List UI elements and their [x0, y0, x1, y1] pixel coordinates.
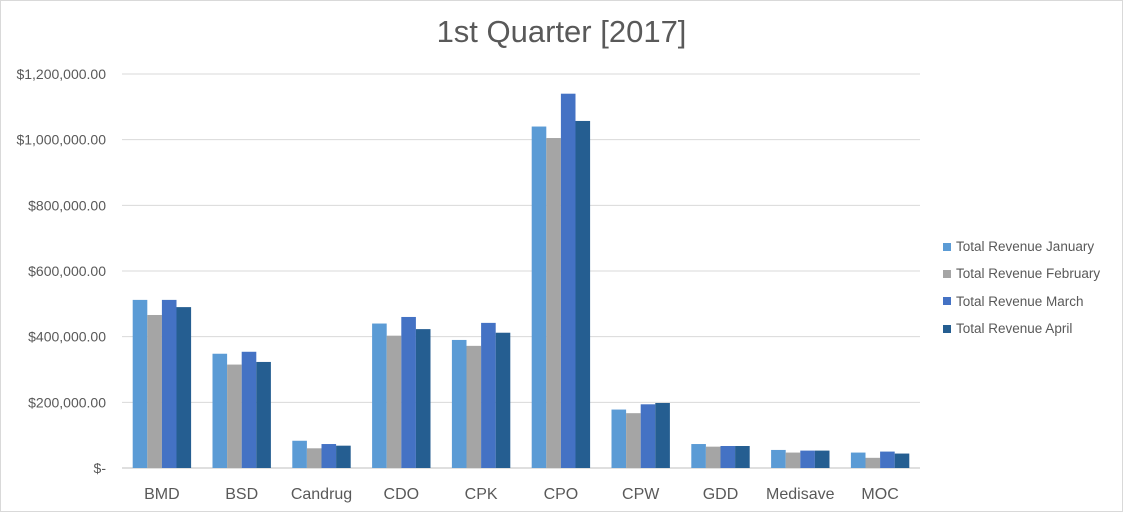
- x-tick-label: BSD: [225, 486, 258, 503]
- bar: [691, 444, 706, 468]
- bar: [735, 446, 750, 468]
- legend-item: Total Revenue January: [943, 233, 1100, 260]
- legend-label: Total Revenue January: [956, 239, 1095, 255]
- bar: [176, 307, 192, 468]
- bar: [546, 138, 561, 468]
- legend-swatch: [943, 242, 951, 251]
- x-tick-label: CDO: [384, 486, 420, 503]
- x-tick-label: Medisave: [766, 486, 835, 503]
- y-tick-label: $800,000.00: [28, 197, 106, 213]
- bar: [132, 299, 148, 468]
- x-tick-label: BMD: [144, 486, 180, 503]
- bar: [531, 126, 547, 469]
- bar: [655, 402, 670, 468]
- legend-item: Total Revenue March: [943, 288, 1100, 315]
- bar: [227, 364, 242, 468]
- bar: [451, 339, 467, 468]
- legend: Total Revenue January Total Revenue Febru…: [943, 233, 1100, 342]
- bar: [814, 450, 830, 468]
- bar: [575, 120, 591, 469]
- y-axis-ticks: $- $200,000.00 $400,000.00 $600,000.00 $800,…: [16, 66, 106, 476]
- bar: [401, 316, 416, 468]
- bar: [321, 444, 337, 468]
- bar: [415, 329, 431, 468]
- bar: [161, 299, 177, 468]
- x-tick-label: GDD: [703, 486, 739, 503]
- bar: [640, 404, 656, 468]
- bar: [241, 351, 257, 468]
- bar: [256, 361, 271, 468]
- bar: [850, 452, 866, 468]
- bar: [372, 323, 387, 468]
- bar: [386, 335, 402, 468]
- y-tick-label: $400,000.00: [28, 329, 106, 345]
- legend-swatch: [943, 269, 951, 278]
- bar: [495, 332, 511, 468]
- bars: [132, 93, 910, 469]
- legend-label: Total Revenue March: [956, 293, 1084, 309]
- bar: [212, 353, 228, 468]
- y-tick-label: $1,000,000.00: [16, 132, 106, 148]
- bar: [336, 445, 351, 468]
- legend-swatch: [943, 324, 951, 333]
- bar: [292, 440, 307, 468]
- x-tick-label: CPW: [622, 486, 660, 503]
- legend-label: Total Revenue April: [956, 321, 1073, 337]
- bar: [894, 453, 910, 468]
- y-tick-label: $200,000.00: [28, 394, 106, 410]
- legend-item: Total Revenue February: [943, 260, 1100, 287]
- bar: [865, 457, 881, 468]
- x-tick-label: CPK: [465, 486, 498, 503]
- legend-label: Total Revenue February: [956, 266, 1101, 282]
- y-tick-label: $-: [94, 460, 107, 476]
- legend-swatch: [943, 297, 951, 306]
- bar: [611, 409, 627, 468]
- bar: [800, 450, 815, 468]
- bar: [705, 446, 721, 468]
- x-axis-ticks: BMD BSD Candrug CDO CPK CPO CPW GDD Medisave MOC: [144, 486, 899, 503]
- bar: [306, 448, 322, 468]
- chart-title: 1st Quarter [2017]: [436, 14, 687, 49]
- y-tick-label: $600,000.00: [28, 263, 106, 279]
- bar: [771, 449, 786, 468]
- x-tick-label: MOC: [861, 486, 898, 503]
- bar: [466, 345, 482, 468]
- bar: [626, 413, 641, 468]
- bar: [720, 446, 736, 468]
- legend-item: Total Revenue April: [943, 315, 1100, 342]
- bar: [785, 452, 801, 468]
- bar: [880, 451, 895, 468]
- bar: [560, 93, 576, 468]
- bar: [481, 322, 496, 468]
- y-tick-label: $1,200,000.00: [16, 66, 106, 82]
- bar: [147, 314, 162, 468]
- x-tick-label: Candrug: [291, 486, 352, 503]
- x-tick-label: CPO: [544, 486, 579, 503]
